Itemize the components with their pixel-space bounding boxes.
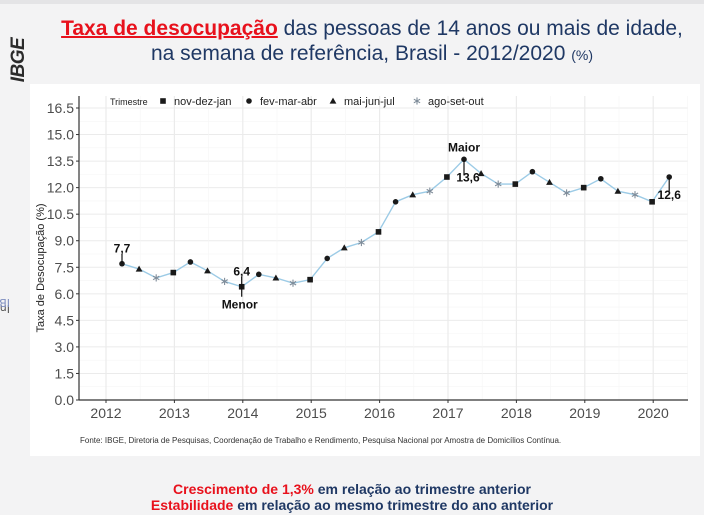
legend-label: fev-mar-abr: [260, 96, 317, 108]
legend-marker-triangle: [329, 97, 337, 104]
asterisk-stroke: [563, 190, 570, 196]
y-tick-label: 12.0: [47, 180, 74, 196]
summary-line-1: Crescimento de 1,3% em relação ao trimes…: [0, 481, 704, 497]
y-tick-label: 3.0: [55, 339, 75, 355]
y-tick-label: 6.0: [55, 286, 75, 302]
y-tick-label: 4.5: [55, 312, 75, 328]
asterisk-stroke: [221, 279, 228, 284]
data-label: 7,7: [114, 242, 131, 256]
legend-marker-square: [160, 98, 166, 104]
asterisk-stroke: [413, 98, 421, 104]
y-tick-label: 16.5: [47, 100, 74, 116]
y-tick-label: 1.5: [55, 365, 75, 381]
data-point-circle: [187, 259, 194, 265]
data-point-asterisk: [563, 189, 570, 197]
legend-marker-asterisk: [413, 97, 421, 105]
y-tick-label: 15.0: [47, 127, 74, 143]
y-tick-label: 9.0: [55, 233, 75, 249]
title-highlight: Taxa de desocupação: [61, 17, 278, 40]
x-tick-label: 2018: [501, 405, 532, 421]
summary-line-2-highlight: Estabilidade: [150, 497, 234, 513]
asterisk-stroke: [631, 192, 639, 197]
title-unit: (%): [571, 47, 594, 63]
data-point-asterisk: [152, 274, 160, 282]
data-point-triangle: [272, 274, 280, 281]
title-line2: na semana de referência, Brasil - 2012/2…: [150, 42, 572, 65]
x-tick-label: 2019: [569, 405, 600, 421]
series: [119, 156, 672, 290]
data-label: 6,4: [233, 265, 250, 279]
y-tick-label: 10.5: [47, 206, 74, 222]
data-point-square: [444, 174, 450, 180]
summary-line-2-text: em relação ao mesmo trimestre do ano ant…: [233, 497, 554, 513]
data-point-asterisk: [221, 277, 228, 286]
data-label: 13,6: [456, 170, 480, 184]
x-tick-label: 2015: [296, 405, 327, 421]
data-point-triangle: [477, 170, 485, 177]
x-tick-label: 2020: [638, 405, 669, 421]
title-line1: das pessoas de 14 anos ou mais de idade,: [277, 17, 683, 40]
axes: 0.0 1.5 3.0 4.5 6.0 7.5 9.0 10.5 12.0 13.5 15.0 16.…: [35, 96, 688, 421]
data-point-square: [170, 269, 177, 276]
data-point-triangle: [340, 244, 348, 251]
legend: Trimestre nov-dez-jan fev-mar-abr mai-jun-j…: [110, 96, 484, 108]
data-point-triangle: [546, 178, 553, 185]
x-tick-label: 2012: [90, 405, 121, 421]
page-title: Taxa de desocupação das pessoas de 14 an…: [40, 16, 704, 68]
data-point-circle: [529, 168, 536, 175]
summary-line-1-text: em relação ao trimestre anterior: [313, 481, 531, 497]
summary-line-1-highlight: Crescimento de 1,3%: [173, 481, 314, 497]
summary-line-2: Estabilidade em relação ao mesmo trimest…: [0, 497, 704, 513]
data-point-square: [375, 229, 382, 235]
x-tick-label: 2017: [432, 405, 463, 421]
data-point-circle: [255, 271, 262, 278]
data-point-square: [649, 198, 655, 205]
data-point-square: [580, 184, 587, 191]
data-point-square: [307, 276, 313, 283]
data-label: 12,6: [658, 188, 682, 202]
legend-label: mai-jun-jul: [344, 96, 395, 108]
annotation-menor: Menor: [222, 298, 258, 312]
annotations: 7,7 6,4 Menor 13,6 Maior 12,6: [114, 140, 682, 311]
legend-label: ago-set-out: [428, 96, 484, 108]
asterisk-stroke: [494, 181, 502, 187]
data-point-asterisk: [494, 180, 502, 188]
data-point-triangle: [204, 267, 211, 274]
data-point-asterisk: [426, 187, 434, 195]
legend-marker-circle: [246, 98, 252, 104]
data-point-triangle: [614, 187, 622, 194]
asterisk-stroke: [426, 188, 434, 194]
summary: Crescimento de 1,3% em relação ao trimes…: [0, 481, 704, 513]
y-axis-label: Taxa de Desocupação (%): [35, 203, 47, 332]
grid: [79, 96, 688, 401]
data-point-asterisk: [289, 279, 297, 287]
data-point-asterisk: [358, 238, 365, 247]
y-tick-label: 13.5: [47, 153, 74, 169]
data-point-triangle: [409, 191, 417, 198]
asterisk-stroke: [358, 240, 365, 245]
x-tick-label: 2014: [227, 405, 258, 421]
asterisk-stroke: [289, 280, 297, 286]
y-tick-label: 7.5: [55, 259, 75, 275]
legend-title: Trimestre: [110, 97, 148, 107]
data-point-triangle: [135, 265, 143, 272]
data-point-circle: [392, 198, 399, 205]
data-point-asterisk: [631, 191, 639, 199]
top-bar: [0, 0, 704, 4]
data-point-square: [512, 181, 519, 187]
y-tick-label: 0.0: [55, 392, 75, 408]
legend-label: nov-dez-jan: [174, 96, 231, 108]
x-tick-label: 2013: [159, 405, 190, 421]
annotation-maior: Maior: [448, 140, 480, 154]
asterisk-stroke: [152, 275, 160, 281]
source-note: Fonte: IBGE, Diretoria de Pesquisas, Coo…: [80, 436, 562, 445]
data-point-circle: [598, 175, 604, 182]
x-tick-label: 2016: [364, 405, 395, 421]
data-point-circle: [324, 255, 331, 262]
